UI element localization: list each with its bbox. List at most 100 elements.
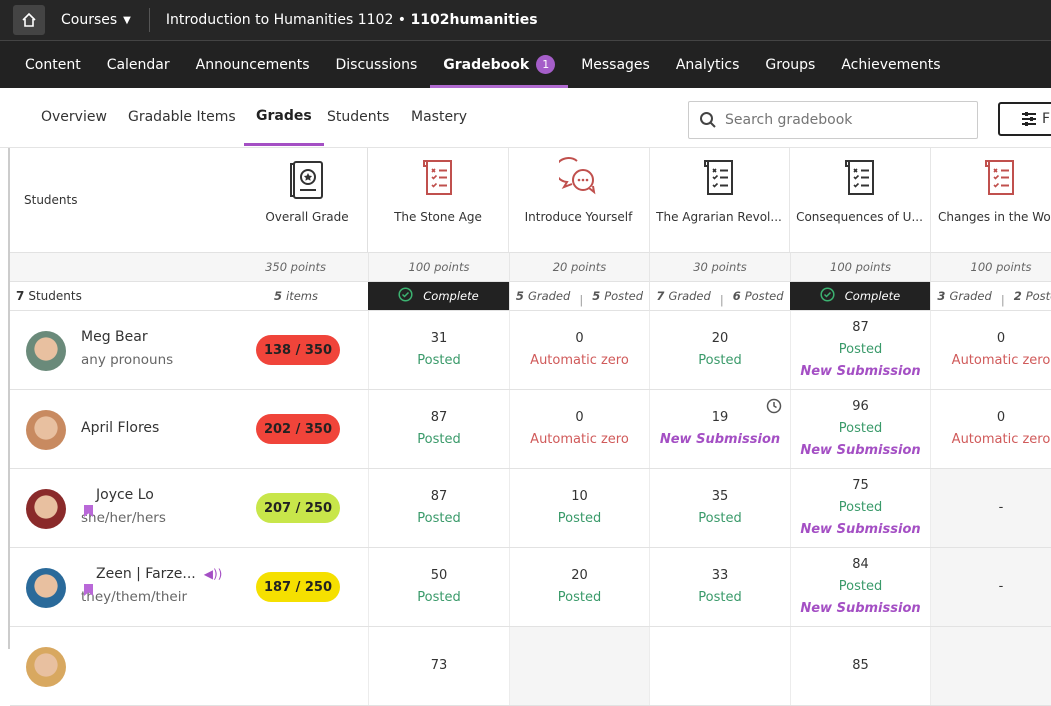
student-name[interactable]: Zeen | Farze... ◀))	[96, 566, 222, 582]
grade-cell[interactable]: 0 Automatic zero	[930, 390, 1051, 468]
tab-grades[interactable]: Grades	[244, 88, 324, 146]
assignment-icon	[418, 157, 458, 210]
column-status-complete[interactable]: Complete	[368, 282, 509, 311]
column-title: Introduce Yourself	[524, 210, 633, 224]
grade-status: Posted	[698, 511, 742, 526]
student-name[interactable]: April Flores	[81, 420, 159, 436]
grade-cell[interactable]: 84 Posted New Submission	[789, 548, 931, 626]
grade-cell[interactable]: 31 Posted	[368, 311, 509, 389]
grade-cell[interactable]: -	[930, 548, 1051, 626]
students-column-header[interactable]: Students	[10, 148, 247, 252]
graded-count: 3	[937, 289, 946, 303]
column-header-the-agrarian-revol[interactable]: The Agrarian Revol...	[649, 148, 790, 252]
items-number: 5	[274, 289, 283, 303]
column-header-introduce-yourself[interactable]: Introduce Yourself	[509, 148, 650, 252]
grades-grid: Students Overall Grade 350 points 7 Stude…	[8, 148, 1051, 706]
grade-cell[interactable]	[930, 627, 1051, 705]
tab-gradable-items[interactable]: Gradable Items	[128, 109, 236, 125]
column-status-counts[interactable]: 7 Graded | 6 Posted	[649, 282, 790, 311]
nav-item-label: Messages	[581, 56, 650, 73]
avatar[interactable]	[26, 489, 66, 529]
tab-overview[interactable]: Overview	[41, 109, 107, 125]
nav-item-calendar[interactable]: Calendar	[94, 41, 183, 88]
assignment-icon	[840, 157, 880, 210]
nav-item-analytics[interactable]: Analytics	[663, 41, 753, 88]
search-input[interactable]	[725, 112, 965, 128]
grade-cell[interactable]: 19 New Submission	[649, 390, 790, 468]
grade-cell[interactable]: 0 Automatic zero	[508, 311, 650, 389]
graded-label: Graded	[527, 289, 571, 303]
overall-grade-pill[interactable]: 207 / 250	[256, 493, 340, 523]
grade-status: Posted	[417, 353, 461, 368]
student-name[interactable]: Joyce Lo	[96, 487, 154, 503]
tab-students[interactable]: Students	[327, 109, 390, 125]
grade-status: Posted	[417, 511, 461, 526]
overall-grade-pill[interactable]: 202 / 350	[256, 414, 340, 444]
grade-cell[interactable]: 50 Posted	[368, 548, 509, 626]
nav-item-announcements[interactable]: Announcements	[183, 41, 323, 88]
overall-grade-header[interactable]: Overall Grade	[247, 148, 368, 252]
column-header-consequences-of-u[interactable]: Consequences of U...	[790, 148, 931, 252]
courses-menu[interactable]: Courses ▼	[61, 12, 131, 28]
grade-value: 75	[852, 478, 869, 493]
name-pronunciation-icon[interactable]: ◀))	[203, 567, 223, 581]
avatar[interactable]	[26, 568, 66, 608]
grade-cell[interactable]: 20 Posted	[508, 548, 650, 626]
avatar[interactable]	[26, 331, 66, 371]
grade-status: Posted	[698, 353, 742, 368]
student-name-text: April Flores	[81, 420, 160, 436]
grade-status: Automatic zero	[530, 432, 629, 447]
nav-item-discussions[interactable]: Discussions	[323, 41, 431, 88]
grade-cell[interactable]	[508, 627, 650, 705]
grade-cell[interactable]: 35 Posted	[649, 469, 790, 547]
column-status-complete[interactable]: Complete	[789, 282, 931, 311]
gradebook-subnav: Overview Gradable Items Grades Students Mast…	[0, 88, 1051, 148]
caret-down-icon: ▼	[123, 14, 131, 26]
grade-cell[interactable]: 20 Posted	[649, 311, 790, 389]
grade-cell[interactable]: 0 Automatic zero	[508, 390, 650, 468]
search-box[interactable]	[688, 101, 978, 139]
column-points: 30 points	[649, 252, 790, 282]
grade-cell[interactable]: 0 Automatic zero	[930, 311, 1051, 389]
grade-cell[interactable]: 73	[368, 627, 509, 705]
column-title: Consequences of U...	[796, 210, 923, 224]
nav-item-label: Calendar	[106, 56, 170, 73]
grade-cell[interactable]: 33 Posted	[649, 548, 790, 626]
column-header-changes-in-the-wo[interactable]: Changes in the Wo...	[930, 148, 1051, 252]
nav-item-content[interactable]: Content	[0, 41, 94, 88]
column-header-the-stone-age[interactable]: The Stone Age	[368, 148, 509, 252]
tab-mastery[interactable]: Mastery	[411, 109, 468, 125]
filter-button[interactable]: F	[998, 102, 1051, 136]
avatar[interactable]	[26, 647, 66, 687]
nav-item-messages[interactable]: Messages	[568, 41, 663, 88]
check-circle-icon	[398, 287, 413, 305]
overall-grade-pill[interactable]: 187 / 250	[256, 572, 340, 602]
grade-cell[interactable]: -	[930, 469, 1051, 547]
student-name[interactable]: Meg Bear	[81, 329, 148, 345]
posted-count: 5	[592, 289, 601, 303]
grade-cell[interactable]: 87 Posted	[368, 469, 509, 547]
nav-item-achievements[interactable]: Achievements	[828, 41, 953, 88]
grade-cell[interactable]: 10 Posted	[508, 469, 650, 547]
grade-status: Posted	[698, 590, 742, 605]
grade-value: 87	[430, 410, 448, 425]
grade-cell[interactable]	[649, 627, 790, 705]
overall-grade-pill[interactable]: 138 / 350	[256, 335, 340, 365]
home-button[interactable]	[13, 5, 45, 35]
column-status-counts[interactable]: 5 Graded | 5 Posted	[508, 282, 650, 311]
column-title: The Stone Age	[394, 210, 482, 224]
grade-cell[interactable]: 87 Posted New Submission	[789, 311, 931, 389]
nav-item-label: Achievements	[841, 56, 941, 73]
grade-value: 31	[430, 331, 448, 346]
nav-item-gradebook[interactable]: Gradebook 1	[430, 41, 569, 88]
grade-cell[interactable]: 87 Posted	[368, 390, 509, 468]
grade-cell[interactable]: 85	[789, 627, 931, 705]
grade-status: Posted	[838, 500, 883, 515]
grade-cell[interactable]: 96 Posted New Submission	[789, 390, 931, 468]
grade-cell[interactable]: 75 Posted New Submission	[789, 469, 931, 547]
nav-item-groups[interactable]: Groups	[752, 41, 828, 88]
grade-value: -	[998, 579, 1004, 594]
avatar[interactable]	[26, 410, 66, 450]
graded-count: 5	[515, 289, 524, 303]
